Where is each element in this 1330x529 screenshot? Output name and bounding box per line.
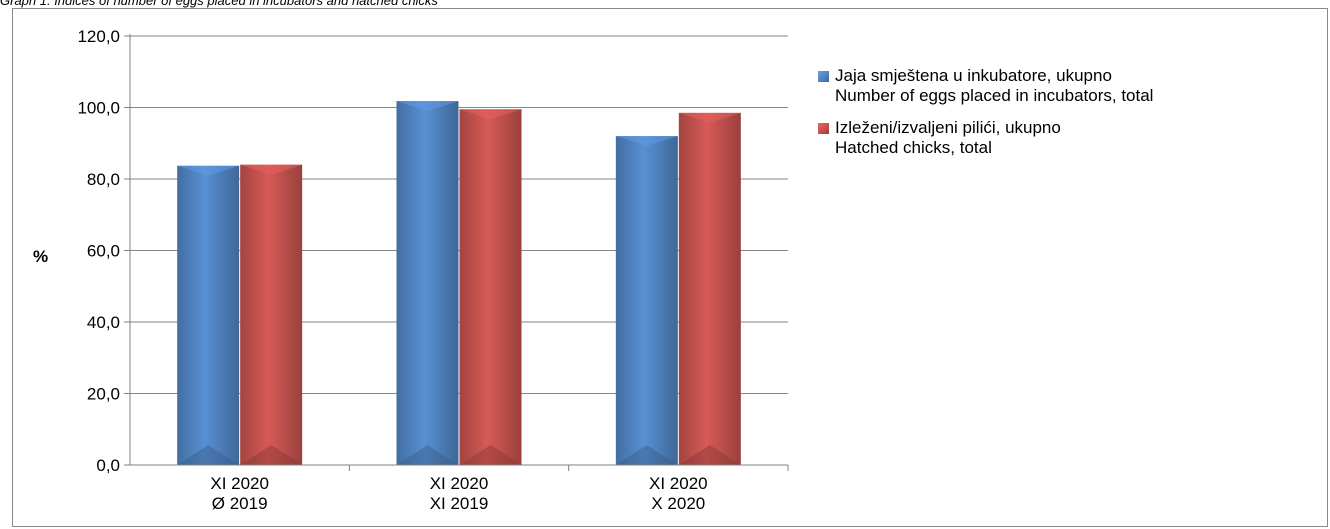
legend-label-eggs-hr: Jaja smještena u inkubatore, ukupno [835,66,1112,85]
bar-chicks [240,164,303,465]
legend-item-eggs: Jaja smještena u inkubatore, ukupno Numb… [818,66,1153,106]
legend-item-chicks: Izleženi/izvaljeni pilići, ukupno Hatche… [818,118,1153,158]
y-tick-label: 40,0 [87,313,120,332]
bars [177,101,741,466]
x-tick-label: XI 2020 [430,474,489,493]
bar-eggs [615,136,678,465]
chart-frame [12,8,1328,527]
x-tick-label: X 2020 [651,494,705,513]
x-tick-label: XI 2020 [649,474,708,493]
x-tick-label: XI 2019 [430,494,489,513]
y-tick-label: 20,0 [87,385,120,404]
y-tick-label: 80,0 [87,170,120,189]
y-tick-label: 60,0 [87,242,120,261]
chart-caption: Graph 1. Indices of number of eggs place… [0,0,438,8]
y-tick-label: 120,0 [77,27,120,46]
x-tick-label: Ø 2019 [212,494,268,513]
bar-eggs [396,101,459,465]
bar-chicks [459,109,522,465]
y-axis-label: % [33,247,48,266]
y-axis-ticks: 0,0 20,0 40,0 60,0 80,0 100,0 120,0 [77,27,130,475]
bar-chicks [678,112,741,466]
legend: Jaja smještena u inkubatore, ukupno Numb… [818,66,1153,170]
legend-label-eggs-en: Number of eggs placed in incubators, tot… [835,86,1154,105]
legend-swatch-eggs [818,71,829,82]
legend-label-chicks-en: Hatched chicks, total [835,138,992,157]
legend-swatch-chicks [818,123,829,134]
y-tick-label: 0,0 [96,456,120,475]
y-tick-label: 100,0 [77,99,120,118]
x-tick-label: XI 2020 [210,474,269,493]
bar-eggs [177,165,240,465]
legend-label-chicks-hr: Izleženi/izvaljeni pilići, ukupno [835,118,1061,137]
